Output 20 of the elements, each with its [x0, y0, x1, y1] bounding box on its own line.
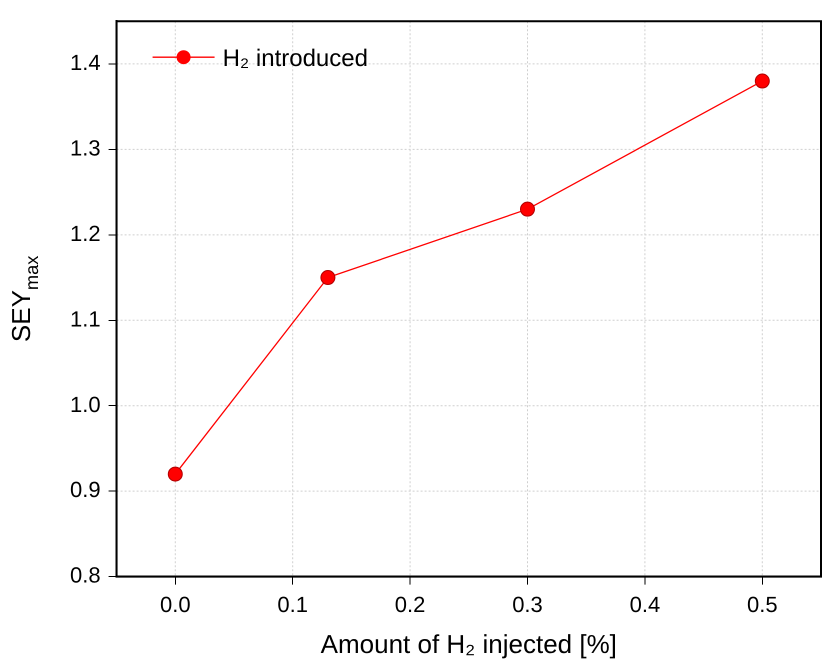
y-tick-label: 1.2	[70, 220, 101, 246]
x-axis-title: Amount of H₂ injected [%]	[320, 629, 617, 659]
legend-label: H₂ introduced	[222, 45, 368, 72]
point	[754, 74, 770, 89]
y-axis-title: SEYmax	[6, 256, 42, 342]
x-tick-label: 0.3	[512, 592, 543, 617]
y-tick-label: 1.3	[70, 135, 101, 160]
y-tick-label: 1.1	[70, 306, 101, 332]
x-tick-label: 0.1	[277, 592, 308, 617]
point	[520, 202, 535, 217]
y-tick-label: 0.8	[70, 562, 101, 588]
x-tick-label: 0.2	[394, 592, 426, 617]
x-tick-label: 0.0	[160, 592, 191, 617]
point	[320, 270, 336, 286]
y-tick-label: 1.4	[70, 50, 101, 75]
x-tick-label: 0.5	[747, 592, 778, 617]
point	[168, 466, 183, 482]
x-tick-label: 0.4	[630, 592, 660, 617]
y-tick-label: 1.0	[70, 392, 101, 417]
y-tick-label: 0.9	[70, 477, 101, 502]
